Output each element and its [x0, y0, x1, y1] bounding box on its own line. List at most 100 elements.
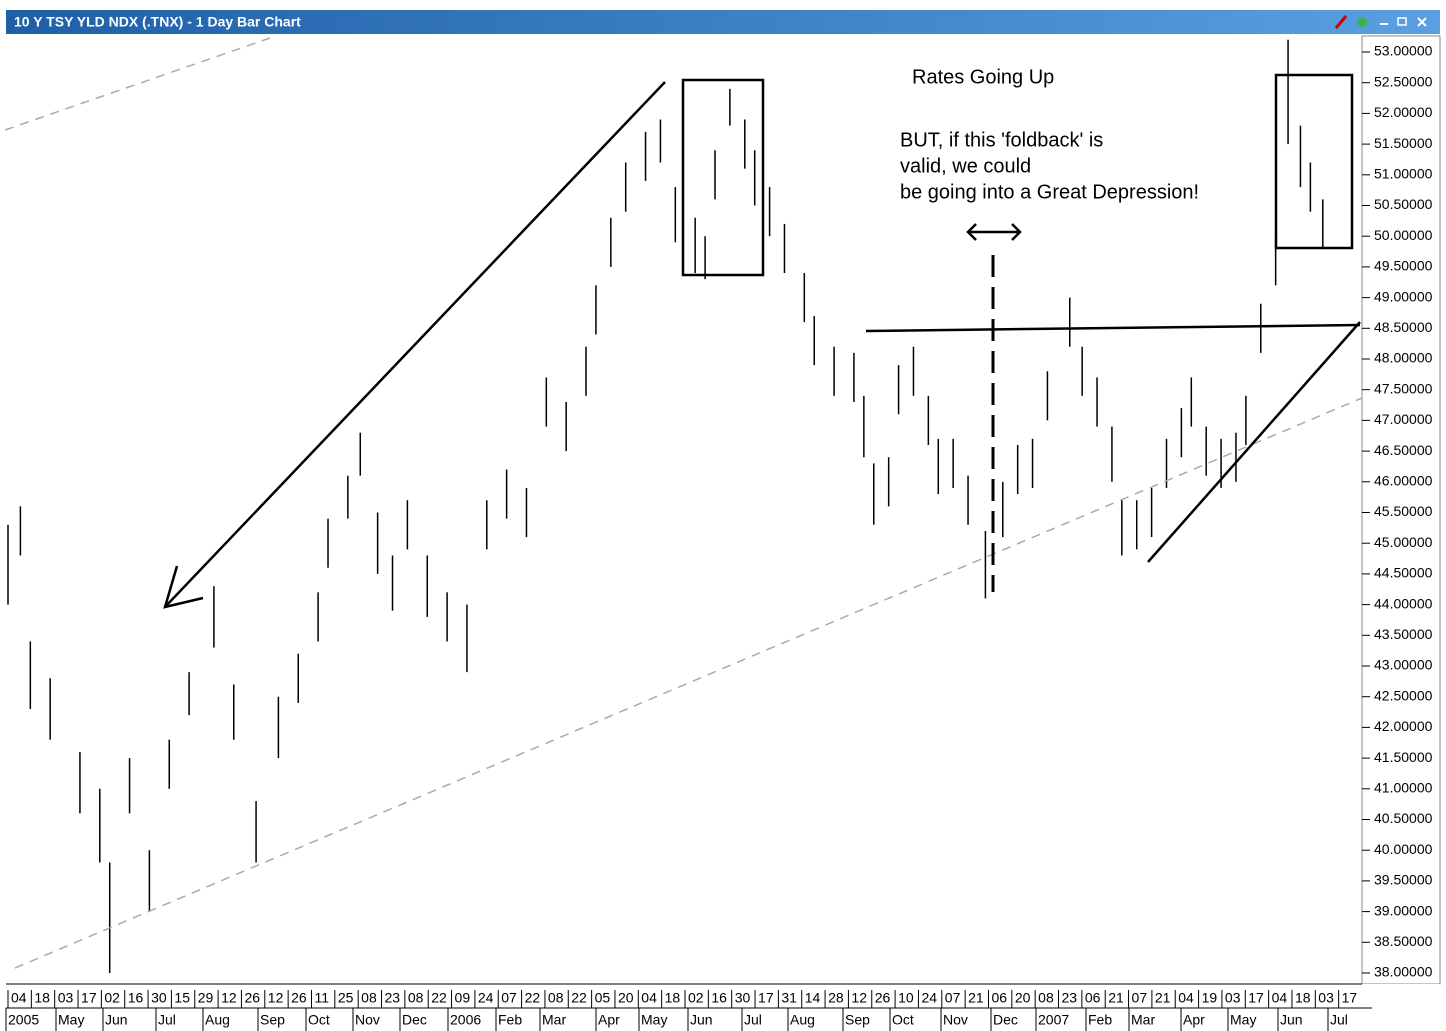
x-tick-label: 16 — [711, 990, 727, 1006]
x-tick-label: 09 — [455, 990, 471, 1006]
month-label: Nov — [355, 1012, 380, 1028]
y-tick-label: 48.50000 — [1374, 319, 1433, 335]
y-tick-label: 48.00000 — [1374, 350, 1433, 366]
x-tick-label: 03 — [1318, 990, 1334, 1006]
y-tick-label: 52.50000 — [1374, 73, 1433, 89]
y-tick-label: 49.00000 — [1374, 288, 1433, 304]
month-label: 2006 — [450, 1012, 481, 1028]
x-tick-label: 31 — [781, 990, 797, 1006]
x-tick-label: 18 — [665, 990, 681, 1006]
x-tick-label: 22 — [571, 990, 587, 1006]
x-tick-label: 02 — [688, 990, 704, 1006]
y-tick-label: 49.50000 — [1374, 258, 1433, 274]
x-tick-label: 21 — [1108, 990, 1124, 1006]
x-tick-label: 11 — [314, 990, 329, 1006]
y-tick-label: 45.50000 — [1374, 503, 1433, 519]
month-label: Jul — [1330, 1012, 1348, 1028]
x-tick-label: 14 — [805, 990, 821, 1006]
x-tick-label: 24 — [478, 990, 494, 1006]
x-tick-label: 06 — [1085, 990, 1101, 1006]
x-tick-label: 04 — [1272, 990, 1288, 1006]
x-tick-label: 08 — [361, 990, 377, 1006]
x-tick-label: 20 — [618, 990, 634, 1006]
x-tick-label: 23 — [1062, 990, 1078, 1006]
x-tick-label: 17 — [1248, 990, 1264, 1006]
month-label: Jun — [105, 1012, 128, 1028]
x-tick-label: 16 — [128, 990, 144, 1006]
month-label: May — [58, 1012, 84, 1028]
x-tick-label: 04 — [641, 990, 657, 1006]
month-label: Jul — [158, 1012, 176, 1028]
double-arrow — [966, 223, 1022, 241]
x-tick-label: 26 — [875, 990, 891, 1006]
y-tick-label: 47.00000 — [1374, 411, 1433, 427]
y-tick-label: 43.00000 — [1374, 657, 1433, 673]
window-title: 10 Y TSY YLD NDX (.TNX) - 1 Day Bar Char… — [14, 14, 301, 30]
x-tick-label: 21 — [1155, 990, 1171, 1006]
y-tick-label: 50.00000 — [1374, 227, 1433, 243]
month-label: Aug — [205, 1012, 230, 1028]
resistance-line — [865, 323, 1361, 333]
y-tick-label: 46.50000 — [1374, 442, 1433, 458]
month-label: 2005 — [8, 1012, 39, 1028]
month-label: Aug — [790, 1012, 815, 1028]
x-tick-label: 12 — [268, 990, 284, 1006]
annotation: Rates Going Up — [912, 66, 1054, 88]
y-tick-label: 38.50000 — [1374, 933, 1433, 949]
highlight-box — [1274, 73, 1354, 250]
x-tick-label: 08 — [548, 990, 564, 1006]
x-tick-label: 22 — [431, 990, 447, 1006]
month-label: Feb — [1088, 1012, 1112, 1028]
month-label: Jun — [690, 1012, 713, 1028]
x-tick-label: 05 — [595, 990, 611, 1006]
month-label: Mar — [542, 1012, 566, 1028]
x-tick-label: 10 — [898, 990, 914, 1006]
annotation: valid, we could — [900, 155, 1031, 177]
close-button[interactable] — [1417, 17, 1427, 27]
axis-ticks: 53.00000 52.50000 52.00000 51.50000 51.00000… — [5, 43, 1433, 1031]
y-tick-label: 50.50000 — [1374, 196, 1433, 212]
x-tick-label: 17 — [758, 990, 774, 1006]
x-tick-label: 07 — [945, 990, 961, 1006]
month-label: Oct — [308, 1012, 330, 1028]
x-tick-label: 07 — [501, 990, 517, 1006]
x-tick-label: 29 — [198, 990, 214, 1006]
x-tick-label: 21 — [968, 990, 984, 1006]
x-tick-label: 06 — [991, 990, 1007, 1006]
x-tick-label: 25 — [338, 990, 354, 1006]
window-controls[interactable] — [1334, 15, 1427, 29]
title-bar — [6, 10, 1440, 34]
y-tick-label: 39.00000 — [1374, 902, 1433, 918]
x-tick-label: 26 — [244, 990, 260, 1006]
x-tick-label: 04 — [1178, 990, 1194, 1006]
month-label: Apr — [598, 1012, 620, 1028]
month-label: Sep — [845, 1012, 870, 1028]
y-tick-label: 45.00000 — [1374, 534, 1433, 550]
month-label: Jul — [744, 1012, 762, 1028]
month-label: Dec — [993, 1012, 1018, 1028]
arrow-head — [163, 565, 204, 609]
x-tick-label: 23 — [385, 990, 401, 1006]
y-tick-label: 44.00000 — [1374, 595, 1433, 611]
month-label: Feb — [498, 1012, 522, 1028]
y-tick-label: 42.50000 — [1374, 687, 1433, 703]
x-tick-label: 12 — [851, 990, 867, 1006]
x-tick-label: 18 — [34, 990, 50, 1006]
refresh-icon[interactable] — [1357, 17, 1367, 27]
y-tick-label: 40.00000 — [1374, 841, 1433, 857]
x-tick-label: 12 — [221, 990, 237, 1006]
pin-icon[interactable] — [1334, 15, 1348, 29]
maximize-button[interactable] — [1397, 17, 1407, 26]
trend-arrow — [164, 81, 666, 608]
month-label: Nov — [943, 1012, 968, 1028]
x-tick-label: 08 — [1038, 990, 1054, 1006]
support-line — [1147, 321, 1361, 563]
x-tick-label: 30 — [151, 990, 167, 1006]
highlight-box — [681, 78, 765, 277]
y-tick-label: 47.50000 — [1374, 380, 1433, 396]
y-tick-label: 43.50000 — [1374, 626, 1433, 642]
y-tick-label: 40.50000 — [1374, 810, 1433, 826]
y-tick-label: 42.00000 — [1374, 718, 1433, 734]
